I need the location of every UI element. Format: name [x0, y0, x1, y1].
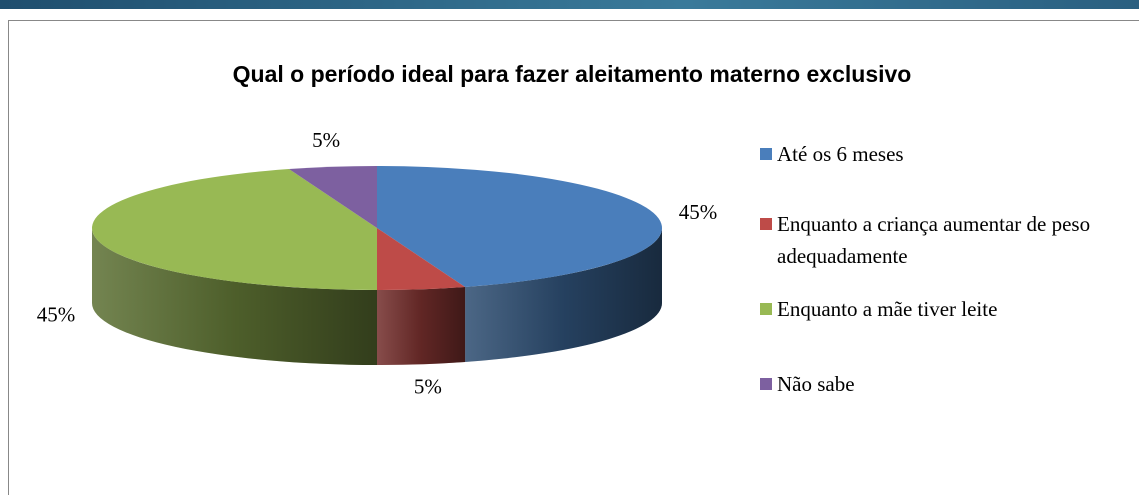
side-shade	[92, 228, 377, 365]
top-bar	[0, 0, 1139, 9]
side-shade	[465, 228, 662, 362]
legend-swatch	[760, 303, 772, 315]
data-label: 5%	[312, 128, 340, 152]
slice	[92, 169, 378, 290]
legend-item: Até os 6 meses	[760, 138, 1120, 170]
legend-item: Não sabe	[760, 368, 1120, 400]
chart-title: Qual o período ideal para fazer aleitame…	[233, 61, 912, 87]
legend-label: Enquanto a criança aumentar de peso adeq…	[777, 212, 1091, 268]
slice	[377, 228, 466, 290]
side-shade	[377, 286, 466, 365]
legend-label: Enquanto a mãe tiver leite	[777, 297, 998, 321]
data-label: 45%	[37, 302, 76, 326]
data-label: 5%	[414, 375, 442, 399]
legend-item: Enquanto a criança aumentar de peso adeq…	[760, 208, 1120, 272]
pie: 45% 5% 45% 5%	[37, 128, 717, 399]
legend-swatch	[760, 378, 772, 390]
legend-item: Enquanto a mãe tiver leite	[760, 293, 1120, 325]
legend-label: Não sabe	[777, 372, 855, 396]
slice	[288, 166, 377, 228]
legend-swatch	[760, 218, 772, 230]
data-label: 45%	[679, 200, 718, 224]
legend-swatch	[760, 148, 772, 160]
legend-label: Até os 6 meses	[777, 142, 904, 166]
slice	[377, 166, 663, 287]
